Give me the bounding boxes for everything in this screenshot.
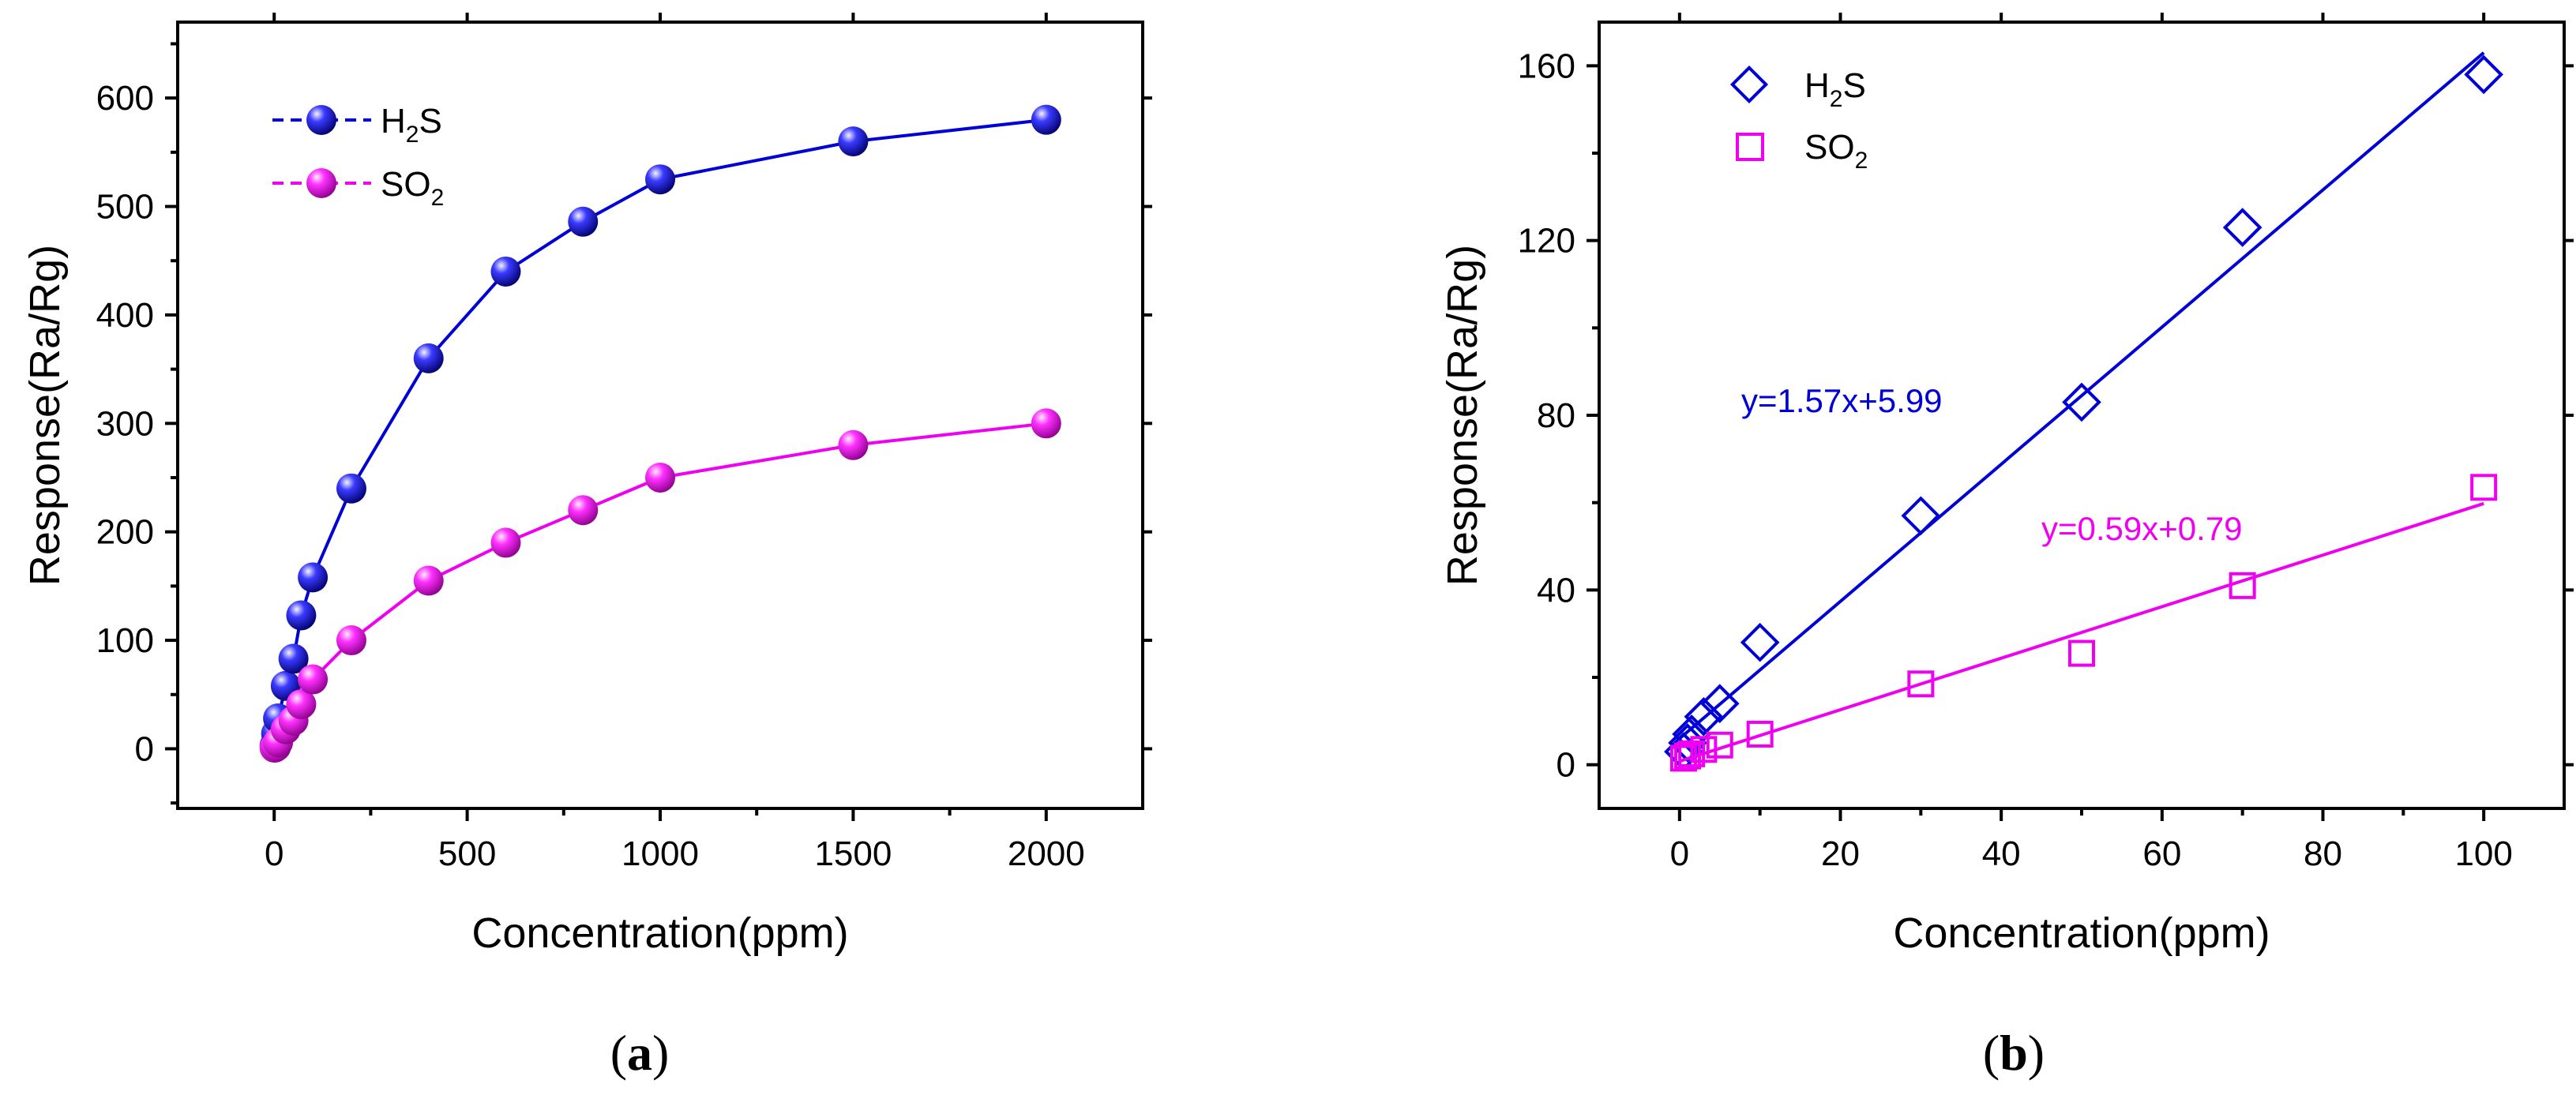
chart-b-h2s-point xyxy=(2464,54,2503,95)
chart-b-so2-point xyxy=(1907,670,1935,698)
chart-a-so2-point xyxy=(336,625,366,656)
chart-a-y-tick-label: 100 xyxy=(96,621,154,660)
chart-a-y-tick-label: 0 xyxy=(135,729,154,768)
chart-b-h2s-point xyxy=(1684,696,1724,737)
chart-b-x-tick-label: 60 xyxy=(2142,834,2181,873)
chart-a-so2-point xyxy=(645,462,675,493)
chart-b-legend-so2-marker xyxy=(1736,133,1764,161)
chart-b-x-axis-title: Concentration(ppm) xyxy=(1893,909,2270,957)
chart-a-legend: H2S SO2 xyxy=(272,102,444,211)
chart-a-x-tick-label: 1500 xyxy=(814,834,892,873)
chart-b-x-tick-label: 80 xyxy=(2304,834,2342,873)
chart-a-h2s-series-line xyxy=(272,118,1047,746)
chart-a-y-tick-label: 400 xyxy=(96,296,154,335)
chart-b-y-tick-label: 120 xyxy=(1518,222,1575,261)
chart-a-so2-point xyxy=(413,565,444,596)
chart-a-h2s-point xyxy=(838,126,869,157)
chart-b-series xyxy=(1664,51,2503,772)
chart-b-so2-fit-equation: y=0.59x+0.79 xyxy=(2041,510,2243,547)
chart-b-y-tick-label: 0 xyxy=(1556,746,1575,785)
chart-a-legend-so2-label: SO2 xyxy=(381,165,444,211)
chart-a-ticks: 0 500 1000 1500 2000 0 100 200 300 400 500 600 xyxy=(96,13,1152,873)
chart-b-x-tick-label: 40 xyxy=(1982,834,2021,873)
chart-a-x-tick-label: 0 xyxy=(265,834,284,873)
chart-a-h2s-point xyxy=(278,643,309,674)
chart-b-so2-point xyxy=(1706,731,1733,759)
chart-b-so2-point xyxy=(1669,744,1697,772)
chart-a-y-tick-label: 200 xyxy=(96,513,154,552)
chart-b-ticks: 0 20 40 60 80 100 0 40 80 120 160 xyxy=(1518,13,2574,873)
chart-b-x-tick-label: 100 xyxy=(2454,834,2512,873)
chart-b-legend: H2S SO2 xyxy=(1729,65,1868,174)
chart-a-x-tick-label: 2000 xyxy=(1008,834,1085,873)
chart-b-so2-point xyxy=(1746,720,1774,748)
chart-a-h2s-point xyxy=(298,562,329,593)
chart-a-so2-point xyxy=(568,495,599,526)
chart-a-h2s-point xyxy=(336,473,366,504)
chart-b-h2s-fit-line xyxy=(1678,51,2485,741)
chart-a-h2s-point xyxy=(490,256,521,287)
chart-a-x-tick-label: 500 xyxy=(438,834,496,873)
chart-a-y-tick-label: 500 xyxy=(96,188,154,227)
chart-a-x-tick-label: 1000 xyxy=(621,834,699,873)
chart-b-h2s-point xyxy=(1699,684,1740,724)
chart-a-so2-point xyxy=(838,429,869,460)
chart-a-so2-point xyxy=(490,527,521,558)
chart-b-so2-point xyxy=(1674,742,1702,770)
chart-a-so2-point xyxy=(298,664,329,695)
chart-b-h2s-fit-equation: y=1.57x+5.99 xyxy=(1741,382,1943,419)
chart-b-panel-label: (b) xyxy=(1983,1025,2045,1081)
chart-b-legend-so2-label: SO2 xyxy=(1804,128,1868,174)
chart-b-so2-point xyxy=(1690,736,1718,763)
chart-a-legend-so2-marker xyxy=(306,168,336,198)
chart-b-h2s-point xyxy=(1901,496,1941,536)
chart-a-legend-h2s-label: H2S xyxy=(381,102,442,148)
chart-b-x-tick-label: 0 xyxy=(1670,834,1689,873)
chart-a-x-axis-title: Concentration(ppm) xyxy=(471,909,848,957)
chart-b-x-tick-label: 20 xyxy=(1821,834,1860,873)
chart-a-panel-label: (a) xyxy=(610,1025,670,1081)
chart-a-y-axis-title: Response(Ra/Rg) xyxy=(21,245,69,586)
chart-b-so2-point xyxy=(2470,474,2498,501)
chart-a-h2s-point xyxy=(286,600,317,631)
chart-a-y-tick-label: 300 xyxy=(96,404,154,443)
chart-b-so2-point xyxy=(2068,639,2095,667)
chart-b-so2-point xyxy=(2229,572,2256,599)
chart-b-y-tick-label: 80 xyxy=(1537,396,1575,435)
chart-b-so2-fit-line xyxy=(1679,501,2484,763)
chart-a-so2-point xyxy=(286,689,317,720)
chart-a-so2-point xyxy=(1031,408,1061,439)
chart-b-legend-h2s-label: H2S xyxy=(1804,66,1866,112)
chart-b: 0 20 40 60 80 100 0 40 80 120 160 Concentration(pp… xyxy=(1439,13,2574,1081)
chart-a-series xyxy=(259,104,1061,763)
chart-b-legend-h2s-marker xyxy=(1729,65,1769,104)
chart-a-h2s-point xyxy=(645,164,675,195)
chart-a-h2s-point xyxy=(1031,104,1061,135)
chart-b-h2s-point xyxy=(1740,622,1780,662)
chart-a-legend-h2s-marker xyxy=(306,105,336,135)
chart-b-y-tick-label: 40 xyxy=(1537,571,1575,609)
chart-b-y-axis-title: Response(Ra/Rg) xyxy=(1439,245,1486,586)
chart-a-h2s-point xyxy=(413,343,444,373)
chart-a-h2s-point xyxy=(568,206,599,237)
chart-b-y-tick-label: 160 xyxy=(1518,47,1575,85)
chart-b-h2s-point xyxy=(2222,208,2262,247)
chart-a: 0 500 1000 1500 2000 0 100 200 300 400 500 600 Conc… xyxy=(21,13,1152,1081)
chart-b-h2s-point xyxy=(2062,382,2101,422)
chart-a-y-tick-label: 600 xyxy=(96,79,154,118)
